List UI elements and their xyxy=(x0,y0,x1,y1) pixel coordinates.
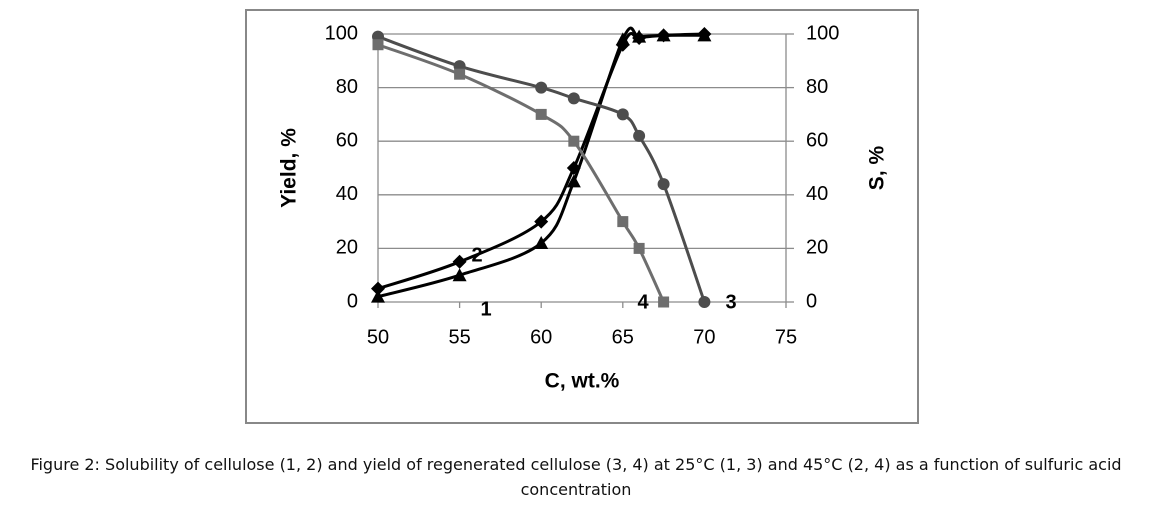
series-label: 1 xyxy=(480,298,491,320)
x-tick-label: 60 xyxy=(530,326,552,348)
chart: C, wt.% Yield, % S, % 0 20 40 60 80 100 0 20 40 6… xyxy=(245,9,919,424)
x-tick-label: 70 xyxy=(693,326,715,348)
marker xyxy=(658,296,670,308)
x-tick-label: 65 xyxy=(612,326,634,348)
marker xyxy=(372,39,384,51)
y-tick-label: 100 xyxy=(325,22,358,44)
series-label: 2 xyxy=(471,244,482,266)
series-line xyxy=(377,31,705,291)
x-axis-title: C, wt.% xyxy=(545,370,620,393)
y-tick-label: 20 xyxy=(336,237,358,259)
marker xyxy=(633,242,645,254)
series-label: 3 xyxy=(725,291,736,313)
marker xyxy=(615,37,630,52)
marker xyxy=(535,108,547,120)
y-tick-label: 40 xyxy=(336,183,358,205)
marker xyxy=(633,129,646,142)
marker xyxy=(568,135,580,147)
y2-tick-label: 60 xyxy=(806,129,828,151)
x-tick-label: 55 xyxy=(448,326,470,348)
y2-tick-label: 0 xyxy=(806,290,817,312)
y2-tick-label: 80 xyxy=(806,76,828,98)
marker xyxy=(534,236,549,250)
marker xyxy=(617,216,629,228)
marker xyxy=(656,28,671,43)
y-tick-label: 0 xyxy=(347,290,358,312)
y-tick-label: 60 xyxy=(336,129,358,151)
marker xyxy=(566,161,581,175)
marker xyxy=(566,174,581,188)
x-tick-label: 75 xyxy=(775,326,797,348)
marker xyxy=(452,268,467,282)
y2-tick-label: 40 xyxy=(806,183,828,205)
caption: Figure 2: Solubility of cellulose (1, 2)… xyxy=(30,455,1122,499)
marker xyxy=(454,68,466,80)
marker xyxy=(371,289,385,303)
series-label: 4 xyxy=(637,291,649,313)
y2-tick-label: 20 xyxy=(806,237,828,259)
marker xyxy=(452,254,467,269)
x-tick-label: 50 xyxy=(367,326,389,348)
y-axis-title: Yield, % xyxy=(278,128,301,208)
marker xyxy=(371,281,385,296)
y2-tick-label: 100 xyxy=(806,22,839,44)
marker xyxy=(534,214,549,229)
marker xyxy=(567,92,580,105)
marker xyxy=(697,27,712,41)
marker xyxy=(698,296,711,308)
marker xyxy=(657,178,670,191)
y2-axis-title: S, % xyxy=(866,146,889,191)
marker xyxy=(616,108,629,121)
frame xyxy=(245,9,919,424)
y-tick-label: 80 xyxy=(336,76,358,98)
marker xyxy=(535,81,548,94)
marker xyxy=(632,31,647,46)
series-line xyxy=(377,35,706,303)
